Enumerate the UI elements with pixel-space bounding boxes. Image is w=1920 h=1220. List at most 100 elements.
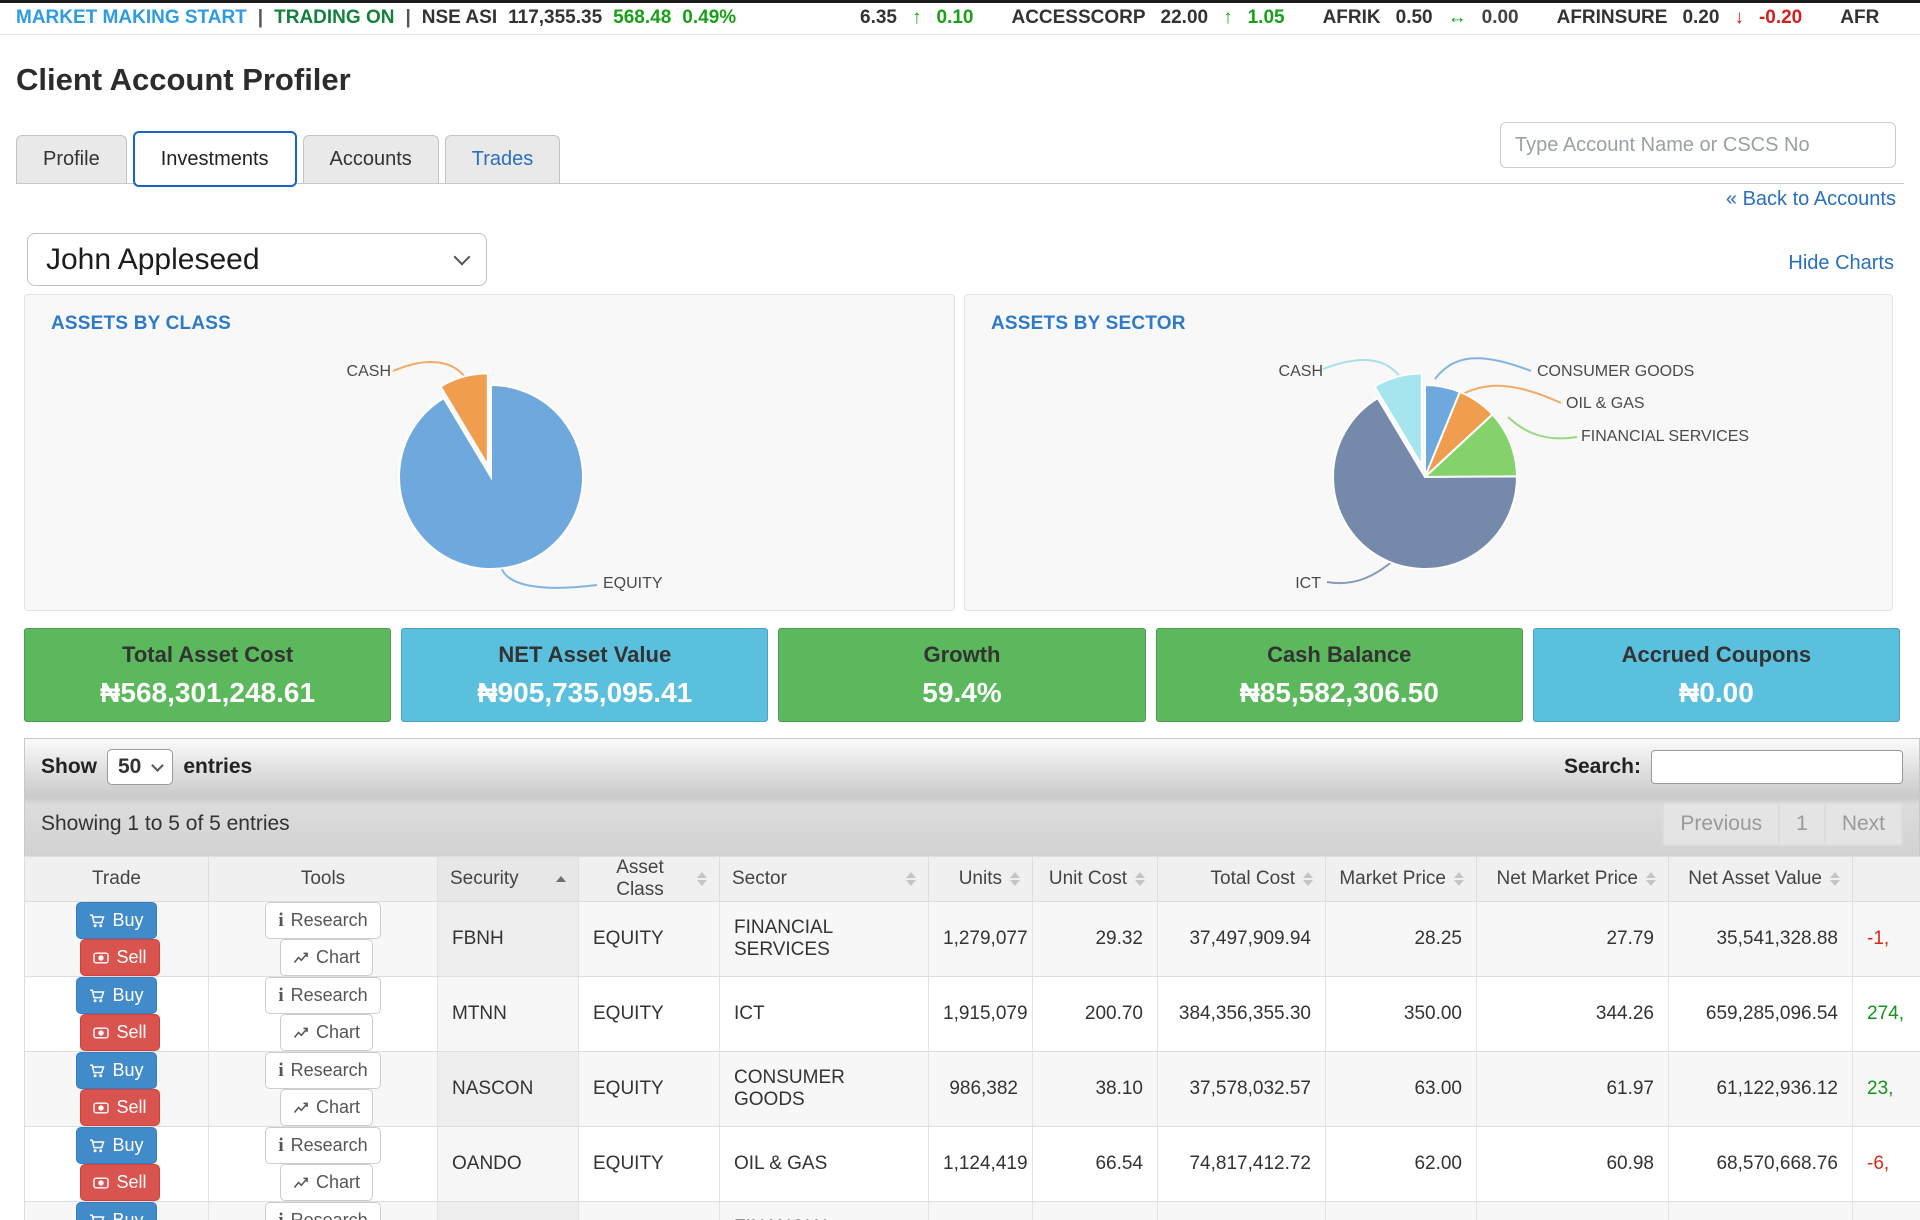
sell-button[interactable]: Sell (80, 1164, 159, 1201)
column-header-sector[interactable]: Sector (720, 857, 929, 902)
button-label: Research (291, 1135, 368, 1156)
chart-button[interactable]: Chart (280, 1089, 373, 1126)
research-button[interactable]: iResearch (265, 1127, 380, 1164)
table-controls: Show 50 entries Search: Showing 1 to 5 o… (24, 738, 1920, 856)
column-header-security[interactable]: Security (438, 857, 579, 902)
up-arrow-icon: ↑ (912, 7, 922, 29)
ticker-item: AFRIK0.50↔0.00 (1323, 7, 1519, 29)
column-label: Total Cost (1211, 868, 1295, 890)
market-price-cell: 28.25 (1326, 902, 1477, 977)
buy-button[interactable]: Buy (76, 1052, 156, 1089)
column-label: Units (959, 868, 1002, 890)
column-header-tools: Tools (209, 857, 438, 902)
column-header-total_cost[interactable]: Total Cost (1158, 857, 1326, 902)
ticker-change: 0.10 (936, 7, 973, 29)
tools-cell: iResearchChart (209, 902, 438, 977)
page-number-button[interactable]: 1 (1780, 804, 1824, 844)
sort-asc-icon (556, 876, 566, 882)
button-label: Sell (116, 947, 146, 968)
summary-card: Growth59.4% (778, 628, 1145, 722)
previous-page-button[interactable]: Previous (1664, 804, 1778, 844)
tab-investments[interactable]: Investments (133, 131, 297, 187)
research-button[interactable]: iResearch (265, 902, 380, 939)
ticker-price: 0.50 (1396, 7, 1433, 29)
trade-cell: Buy Sell (25, 902, 209, 977)
research-button[interactable]: iResearch (265, 977, 380, 1014)
chart-button[interactable]: Chart (280, 1164, 373, 1201)
column-header-market_price[interactable]: Market Price (1326, 857, 1477, 902)
table-row: BuySelliResearchChartZENITHBANKEQUITYFIN… (25, 1202, 1920, 1220)
column-label: Trade (92, 868, 141, 890)
research-button[interactable]: iResearch (265, 1202, 380, 1220)
button-label: Chart (316, 1022, 360, 1043)
card-value: ₦568,301,248.61 (100, 677, 315, 709)
index-value: 117,355.35 (508, 7, 602, 29)
selected-account: John Appleseed (46, 243, 260, 277)
column-header-asset_class[interactable]: Asset Class (579, 857, 720, 902)
button-label: Buy (112, 985, 143, 1006)
card-title: NET Asset Value (498, 642, 671, 668)
pie-label-ict: ICT (1265, 575, 1321, 593)
line-chart-icon (293, 1175, 309, 1191)
buy-button[interactable]: Buy (76, 1127, 156, 1164)
table-search-input[interactable] (1651, 750, 1903, 784)
trade-cell: Buy Sell (25, 1052, 209, 1127)
sell-button[interactable]: Sell (80, 1089, 159, 1126)
research-button[interactable]: iResearch (265, 1052, 380, 1089)
panel-title: ASSETS BY CLASS (51, 313, 231, 335)
back-to-accounts-link[interactable]: « Back to Accounts (1726, 188, 1896, 211)
buy-button[interactable]: Buy (76, 1202, 156, 1220)
tab-trades[interactable]: Trades (445, 135, 561, 184)
cart-icon (89, 988, 105, 1004)
sector-cell: FINANCIAL SERVICES (720, 1202, 929, 1220)
units-cell: 1,279,077 (929, 902, 1033, 977)
button-label: Chart (316, 1172, 360, 1193)
button-label: Sell (116, 1022, 146, 1043)
leader-line (501, 567, 597, 588)
asset-class-cell: EQUITY (579, 1202, 720, 1220)
column-label: Market Price (1339, 868, 1446, 890)
sell-button[interactable]: Sell (80, 1014, 159, 1051)
money-icon (93, 1025, 109, 1041)
unit-cost-cell: 29.32 (1033, 902, 1158, 977)
buy-button[interactable]: Buy (76, 977, 156, 1014)
pie-slice-equity (399, 385, 583, 569)
column-label: Sector (732, 868, 787, 890)
button-label: Chart (316, 1097, 360, 1118)
net-asset-value-cell: 68,570,668.76 (1669, 1127, 1853, 1202)
column-header-net_market_price[interactable]: Net Market Price (1477, 857, 1669, 902)
column-header-units[interactable]: Units (929, 857, 1033, 902)
tab-accounts[interactable]: Accounts (303, 135, 439, 184)
next-page-button[interactable]: Next (1826, 804, 1901, 844)
column-label: Tools (301, 868, 345, 890)
table-search: Search: (1564, 750, 1903, 784)
button-label: Buy (112, 1060, 143, 1081)
line-chart-icon (293, 1100, 309, 1116)
ticker-change: -0.20 (1759, 7, 1802, 29)
page-size-select[interactable]: 50 (107, 749, 173, 785)
sector-cell: ICT (720, 977, 929, 1052)
ticker-price: 0.20 (1682, 7, 1719, 29)
button-label: Research (291, 1060, 368, 1081)
ticker-price: 6.35 (860, 7, 897, 29)
ticker-item: AFR (1840, 7, 1879, 29)
page-size-value: 50 (118, 755, 141, 779)
tab-bar: Profile Investments Accounts Trades (16, 131, 560, 184)
hide-charts-link[interactable]: Hide Charts (1788, 252, 1894, 275)
client-account-select[interactable]: John Appleseed (27, 233, 487, 286)
chart-button[interactable]: Chart (280, 939, 373, 976)
unit-cost-cell: 200.70 (1033, 977, 1158, 1052)
chevron-down-icon (151, 759, 164, 772)
sort-icon (1010, 872, 1020, 886)
money-icon (93, 950, 109, 966)
sell-button[interactable]: Sell (80, 939, 159, 976)
column-header-net_asset_value[interactable]: Net Asset Value (1669, 857, 1853, 902)
cart-icon (89, 1213, 105, 1220)
buy-button[interactable]: Buy (76, 902, 156, 939)
ticker-item: 6.35 ↑ 0.10 (860, 7, 973, 29)
summary-card: Total Asset Cost₦568,301,248.61 (24, 628, 391, 722)
chart-button[interactable]: Chart (280, 1014, 373, 1051)
column-header-unit_cost[interactable]: Unit Cost (1033, 857, 1158, 902)
tab-profile[interactable]: Profile (16, 135, 127, 184)
account-search-input[interactable] (1500, 122, 1896, 168)
